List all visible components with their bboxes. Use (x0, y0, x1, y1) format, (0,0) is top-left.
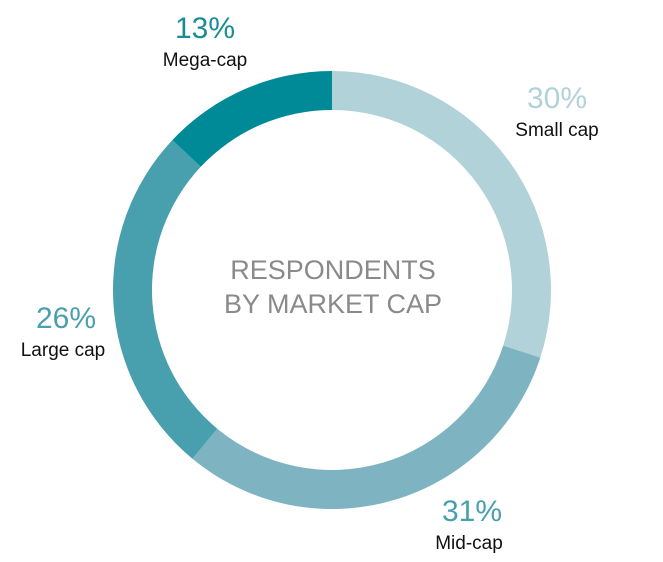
slice-small-cap (332, 71, 551, 358)
category-label-mid-cap: Mid-cap (435, 533, 503, 554)
percent-label-mid-cap: 31% (442, 495, 502, 528)
donut-slices (112, 71, 551, 510)
category-label-large-cap: Large cap (21, 340, 106, 361)
slice-large-cap (112, 140, 218, 459)
percent-label-large-cap: 26% (36, 302, 96, 335)
category-label-mega-cap: Mega-cap (163, 50, 248, 71)
category-label-small-cap: Small cap (515, 120, 598, 141)
slice-mid-cap (192, 345, 541, 510)
slice-mega-cap (172, 71, 332, 167)
chart-title-line-2: BY MARKET CAP (224, 289, 442, 319)
percent-label-mega-cap: 13% (175, 12, 235, 45)
slice-labels: 30% Small cap 31% Mid-cap 26% Large cap 13% Meg… (21, 12, 599, 554)
percent-label-small-cap: 30% (527, 82, 587, 115)
chart-title-line-1: RESPONDENTS (230, 255, 436, 285)
